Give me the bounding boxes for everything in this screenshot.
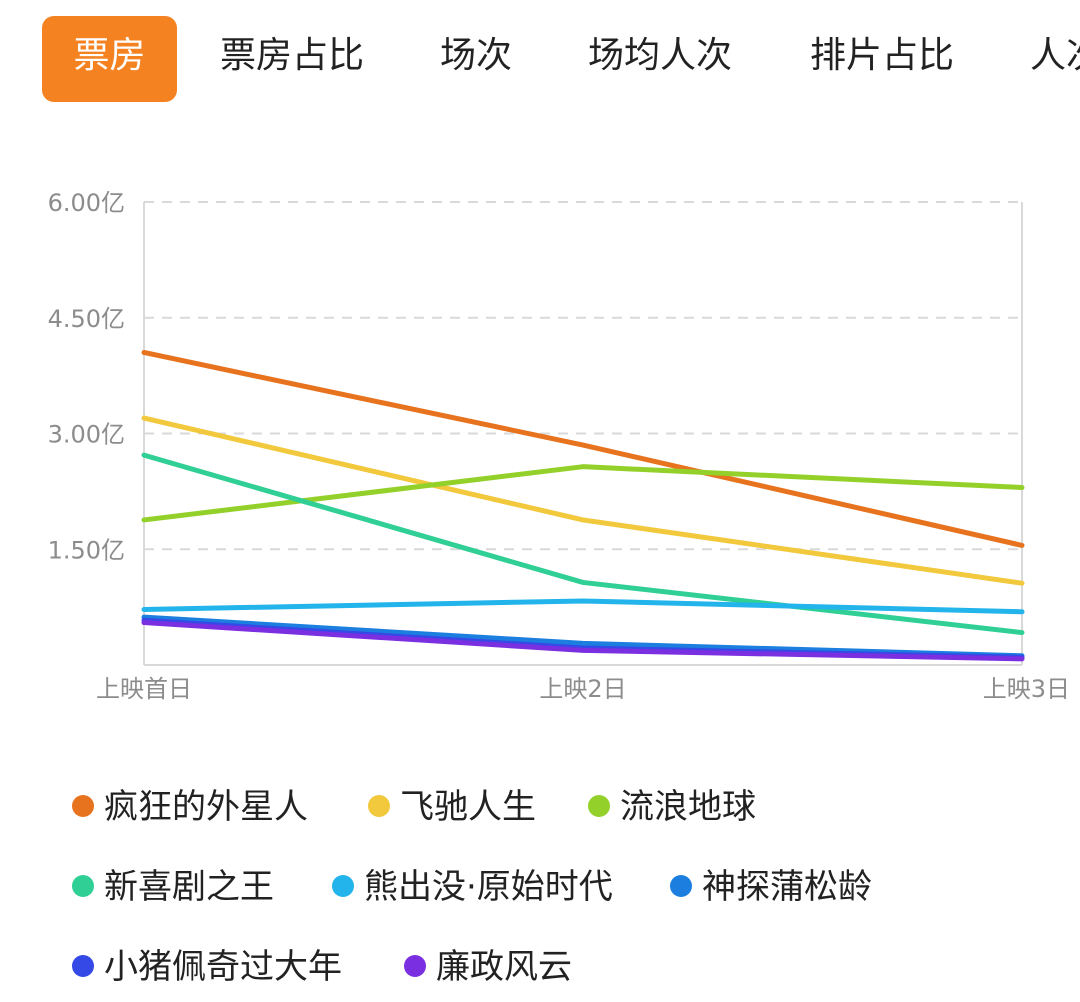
series-line [141,620,1025,662]
x-tick-label: 上映3日 [983,675,1070,703]
tab-avg-attendance[interactable]: 场均人次 [588,35,733,76]
chart-legend: 疯狂的外星人 飞驰人生 流浪地球 新喜剧之王 熊出没·原始时代 神探蒲松龄 小猪… [0,760,1080,1002]
y-tick-label: 3.00亿 [48,421,125,449]
tab-bar: 票房 票房占比 场次 场均人次 排片占比 人次 [0,0,1080,110]
y-tick-label: 4.50亿 [48,305,125,333]
legend-label: 小猪佩奇过大年 [104,947,342,987]
legend-dot-icon [670,874,692,897]
legend-item-boonie-bears[interactable]: 熊出没·原始时代 [332,862,613,912]
legend-item-peppa-pig[interactable]: 小猪佩奇过大年 [72,942,342,992]
legend-label: 神探蒲松龄 [702,867,872,907]
legend-item-the-knight-of-shadows[interactable]: 神探蒲松龄 [670,862,872,912]
legend-dot-icon [72,794,94,817]
y-tick-label: 6.00亿 [48,189,125,217]
series-line [141,349,1025,548]
legend-item-crazy-alien[interactable]: 疯狂的外星人 [72,782,308,832]
legend-label: 飞驰人生 [400,787,536,827]
legend-label: 廉政风云 [436,947,572,987]
legend-label: 新喜剧之王 [104,867,274,907]
tab-attendance[interactable]: 人次 [1030,35,1080,76]
legend-item-new-king-of-comedy[interactable]: 新喜剧之王 [72,862,274,912]
legend-label: 流浪地球 [620,787,756,827]
legend-label: 疯狂的外星人 [104,787,308,827]
legend-dot-icon [72,874,94,897]
series-line [141,415,1025,586]
legend-dot-icon [588,794,610,817]
legend-item-integrity[interactable]: 廉政风云 [404,942,572,992]
x-tick-label: 上映首日 [96,675,192,703]
series-line [141,464,1025,523]
x-tick-label: 上映2日 [539,675,626,703]
y-tick-label: 1.50亿 [48,536,125,564]
legend-dot-icon [368,794,390,817]
series-line [141,452,1025,636]
legend-dot-icon [332,874,354,897]
tab-box-office[interactable]: 票房 [42,16,177,102]
legend-label: 熊出没·原始时代 [364,867,613,907]
legend-dot-icon [72,954,94,977]
tab-box-office-share[interactable]: 票房占比 [220,35,365,76]
series-line [141,614,1025,659]
tab-screenings[interactable]: 场次 [440,35,513,76]
tab-screening-share[interactable]: 排片占比 [810,35,955,76]
legend-item-pegasus[interactable]: 飞驰人生 [368,782,536,832]
series-line [141,598,1025,615]
legend-dot-icon [404,954,426,977]
legend-item-wandering-earth[interactable]: 流浪地球 [588,782,756,832]
